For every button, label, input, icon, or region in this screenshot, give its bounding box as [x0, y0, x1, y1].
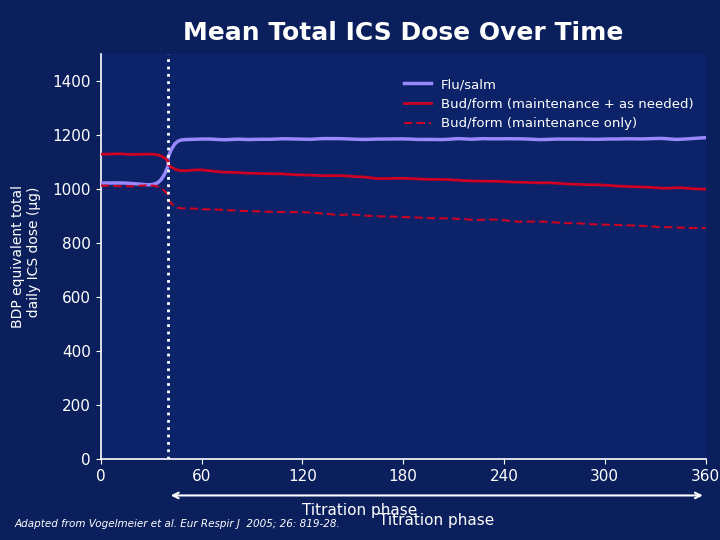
- Text: Adapted from Vogelmeier et al. Eur Respir J  2005; 26: 819-28.: Adapted from Vogelmeier et al. Eur Respi…: [14, 519, 340, 529]
- Title: Mean Total ICS Dose Over Time: Mean Total ICS Dose Over Time: [183, 21, 624, 45]
- Text: Titration phase: Titration phase: [379, 513, 495, 528]
- Text: Titration phase: Titration phase: [302, 503, 418, 518]
- Legend: Flu/salm, Bud/form (maintenance + as needed), Bud/form (maintenance only): Flu/salm, Bud/form (maintenance + as nee…: [399, 73, 699, 136]
- Y-axis label: BDP equivalent total
  daily ICS dose (µg): BDP equivalent total daily ICS dose (µg): [12, 185, 42, 328]
